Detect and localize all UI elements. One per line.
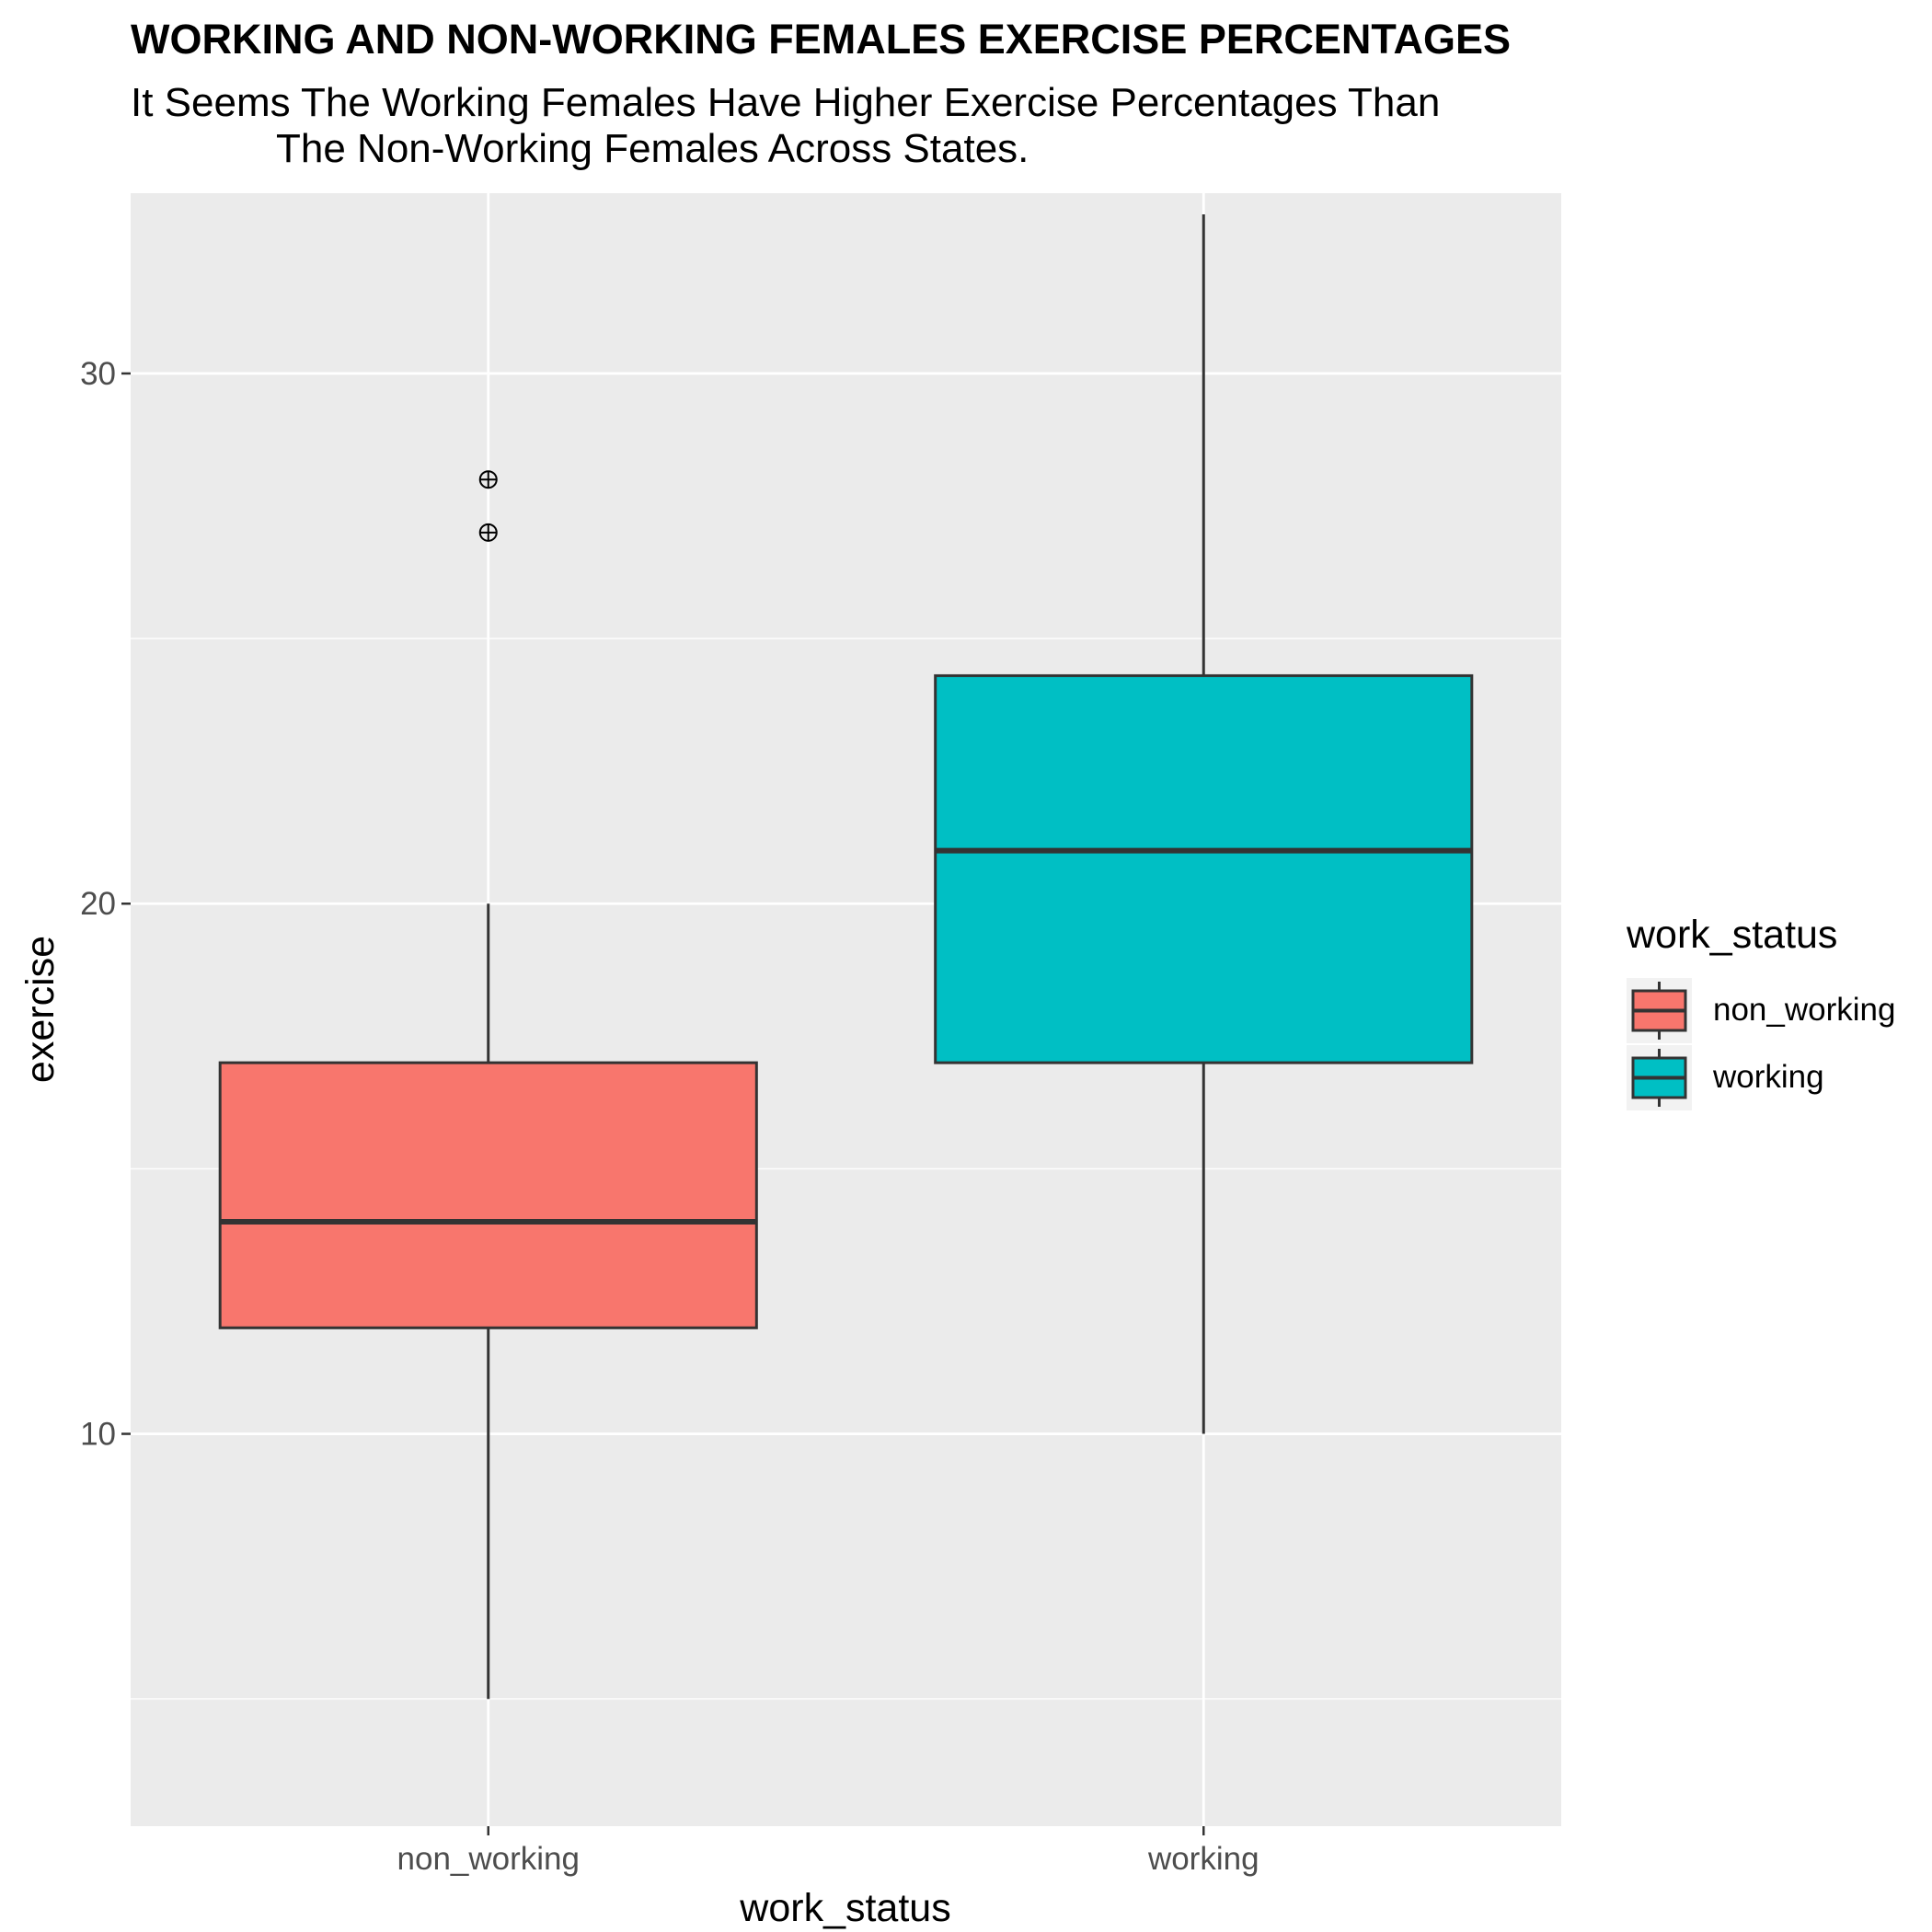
legend: work_status non_working working <box>1626 913 1895 1110</box>
chart-subtitle-line-2: The Non-Working Females Across States. <box>276 126 1029 171</box>
legend-title: work_status <box>1626 913 1837 957</box>
box-working <box>934 673 1474 1064</box>
legend-key-working <box>1627 1045 1692 1110</box>
axis-layer: 10 20 30 non_working working <box>80 356 1259 1877</box>
y-tick-label: 10 <box>80 1417 116 1453</box>
chart-subtitle-line-1: It Seems The Working Females Have Higher… <box>131 80 1440 125</box>
y-tick-label: 30 <box>80 356 116 392</box>
box-layer <box>218 214 1474 1699</box>
legend-keys <box>1627 978 1692 1110</box>
x-tick-label: non_working <box>397 1841 580 1877</box>
chart-title: WORKING AND NON-WORKING FEMALES EXERCISE… <box>131 16 1511 63</box>
x-tick-label: working <box>1147 1841 1259 1877</box>
y-tick-label: 20 <box>80 886 116 922</box>
legend-label-non-working: non_working <box>1713 992 1895 1028</box>
y-axis-title: exercise <box>18 936 63 1083</box>
x-axis-title: work_status <box>739 1886 950 1930</box>
box-non-working <box>218 1061 758 1329</box>
legend-label-working: working <box>1712 1059 1824 1095</box>
outlier-point-non-working <box>478 470 498 489</box>
legend-key-non-working <box>1627 978 1692 1043</box>
outlier-point-non-working <box>478 523 498 542</box>
